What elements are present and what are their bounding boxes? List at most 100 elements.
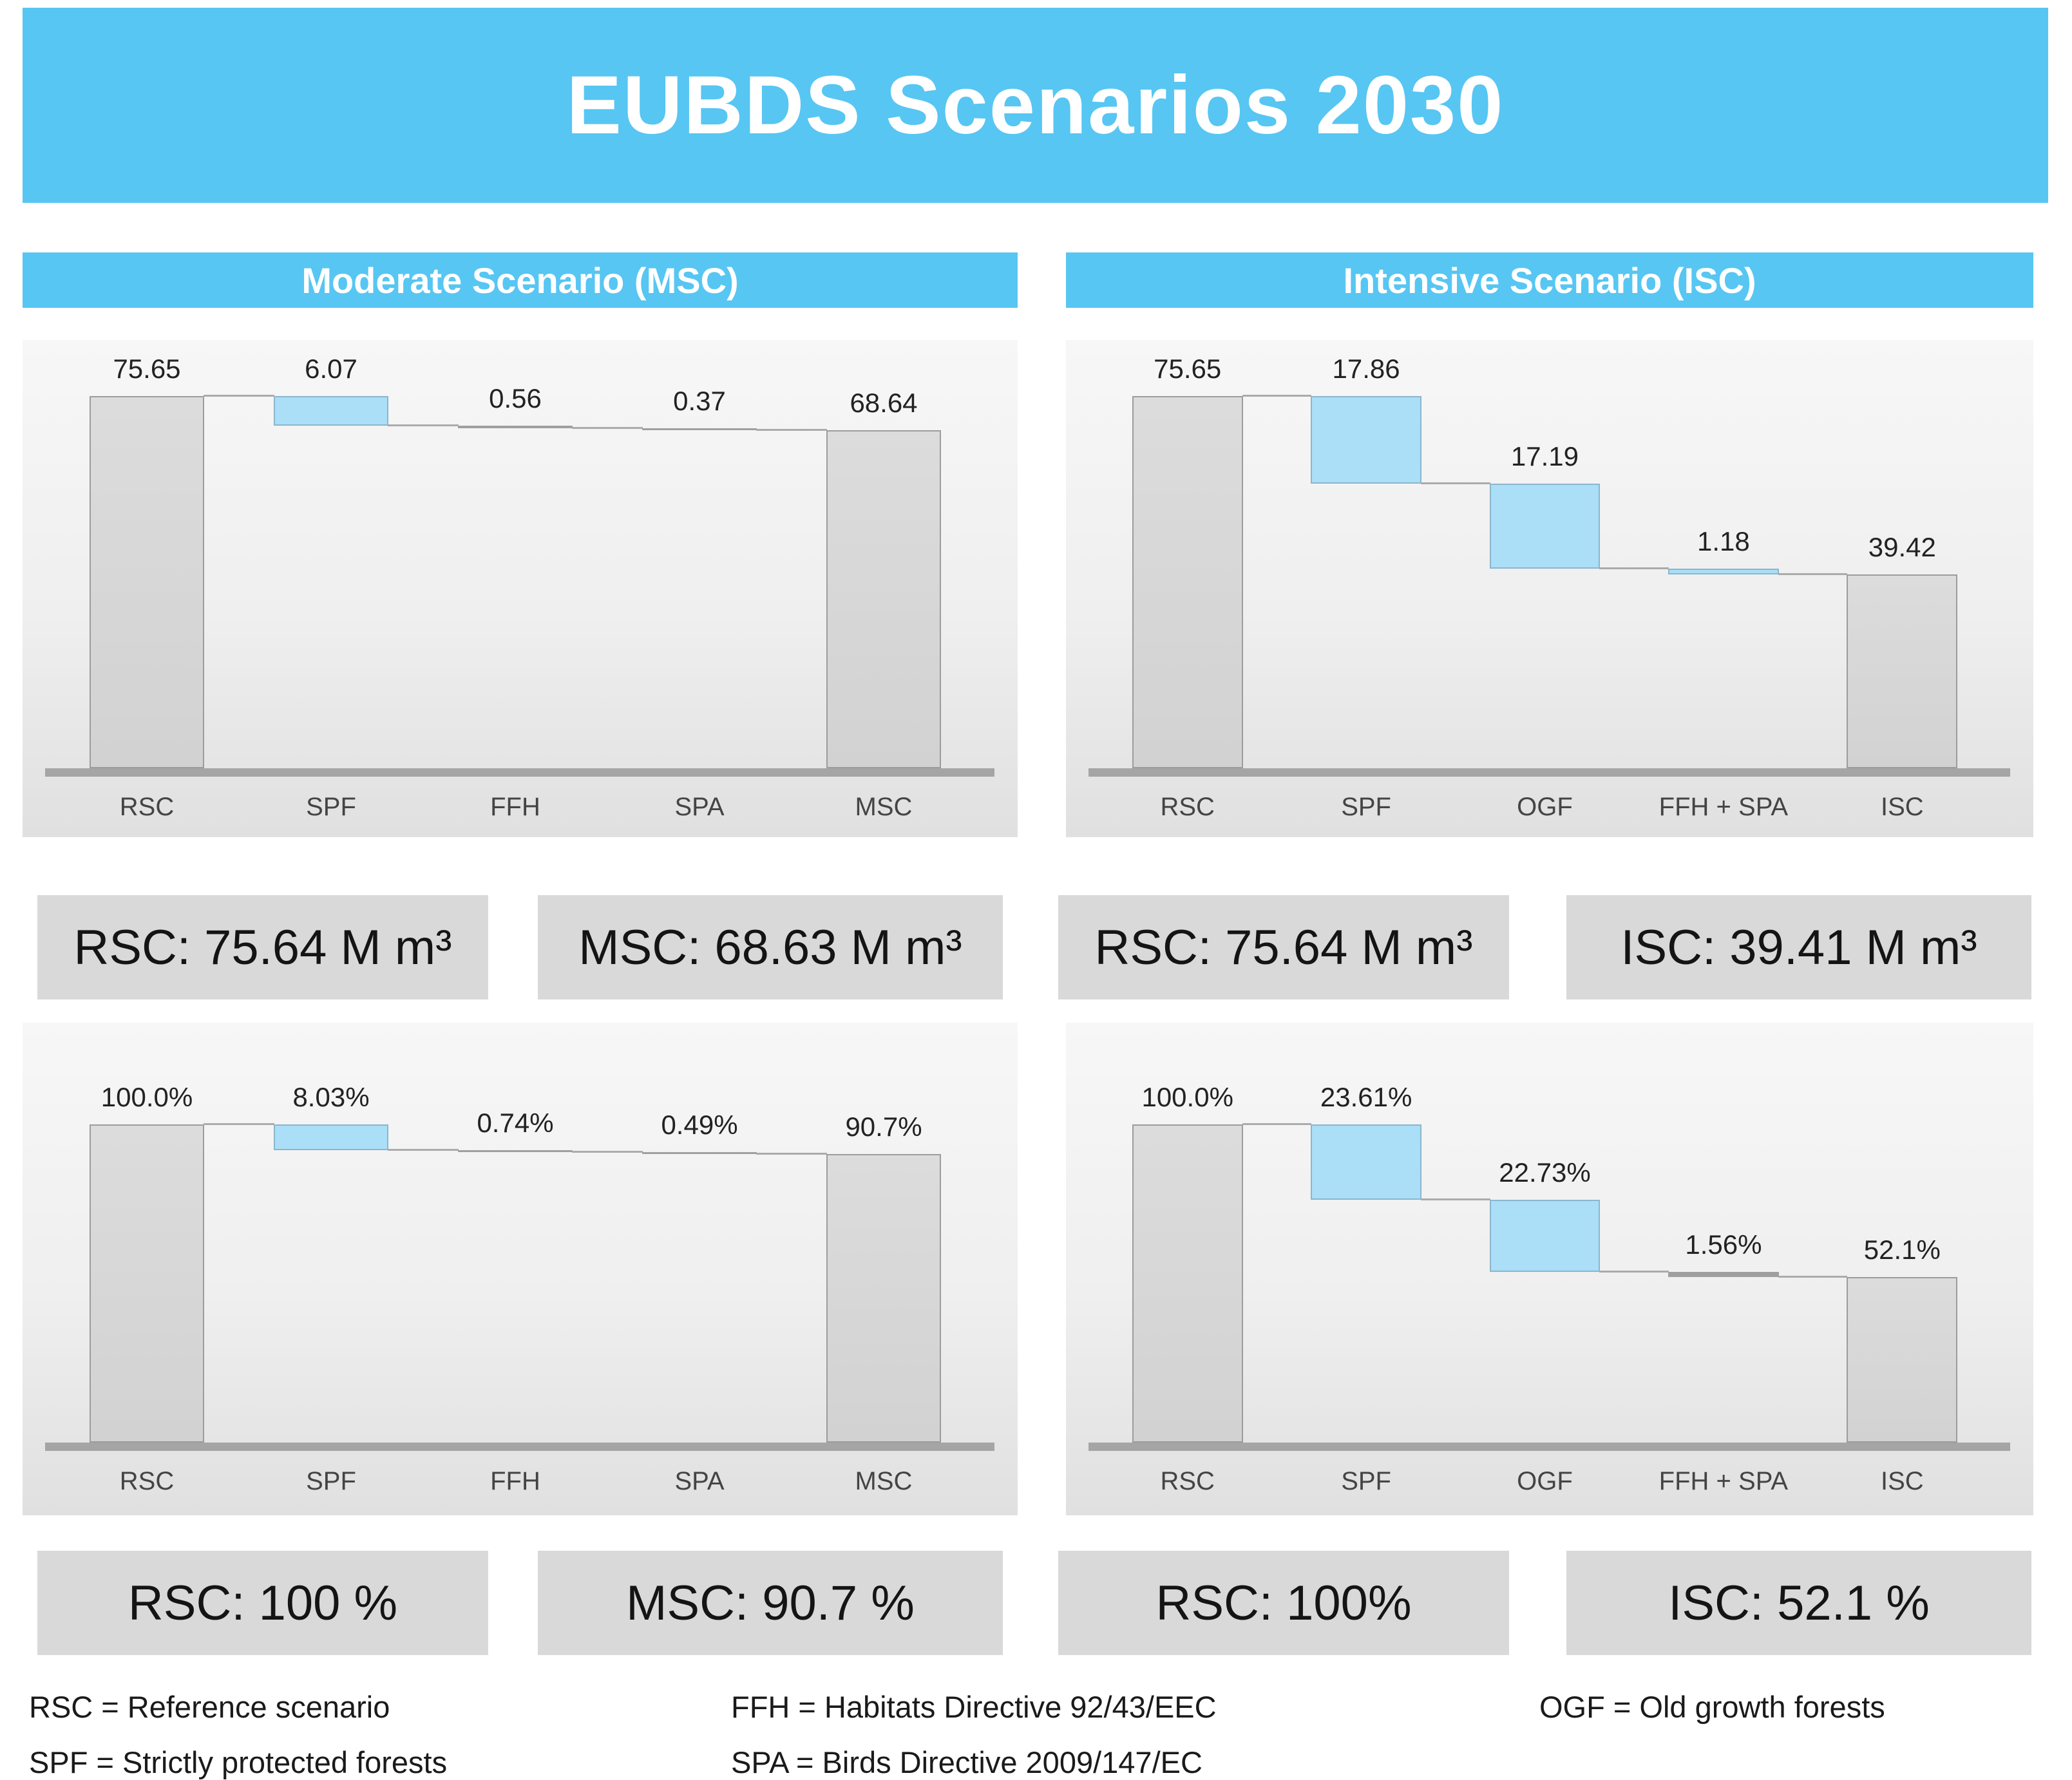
waterfall-chart-msc-percent: 100.0% RSC 8.03% SPF 0.74% FFH 0.49% SPA 90.7% MS…	[23, 1023, 1018, 1515]
value-label-MSC: 68.64	[850, 388, 918, 419]
value-label-FFH: 0.56	[489, 383, 542, 414]
category-label-SPF: SPF	[306, 793, 356, 821]
bar-FFH+SPA	[1668, 568, 1779, 574]
bar-MSC	[826, 1153, 941, 1443]
value-label-SPF: 17.86	[1332, 353, 1400, 384]
connector-line	[571, 427, 643, 430]
category-label-FFH: FFH	[490, 1467, 540, 1495]
category-label-RSC: RSC	[1160, 793, 1215, 821]
connector-line	[1599, 567, 1669, 569]
value-label-OGF: 22.73%	[1499, 1157, 1591, 1188]
connector-line	[387, 1148, 459, 1151]
value-label-SPF: 23.61%	[1320, 1082, 1412, 1113]
legend-column-1: RSC = Reference scenario SPF = Strictly …	[29, 1680, 447, 1780]
category-label-RSC: RSC	[119, 1467, 175, 1495]
bar-SPA	[642, 428, 757, 431]
connector-line	[1421, 1198, 1490, 1200]
x-axis-baseline	[1088, 768, 2011, 777]
legend-spf: SPF = Strictly protected forests	[29, 1745, 448, 1779]
bar-RSC	[1132, 395, 1243, 768]
bar-MSC	[826, 430, 941, 768]
x-axis-baseline	[1088, 1443, 2011, 1451]
connector-line	[1242, 1123, 1312, 1126]
x-axis-baseline	[45, 768, 995, 777]
category-label-MSC: MSC	[855, 793, 913, 821]
value-label-FFH+SPA: 1.18	[1697, 525, 1750, 556]
bar-SPF	[274, 1124, 388, 1150]
connector-line	[756, 429, 828, 431]
value-label-RSC: 100.0%	[1141, 1082, 1233, 1113]
value-label-ISC: 52.1%	[1863, 1234, 1941, 1265]
value-label-RSC: 75.65	[113, 353, 181, 384]
category-label-SPF: SPF	[306, 1467, 356, 1495]
category-label-ISC: ISC	[1880, 793, 1924, 821]
connector-line	[571, 1151, 643, 1153]
connector-line	[203, 1123, 275, 1126]
category-label-SPF: SPF	[1341, 793, 1391, 821]
legend-spa: SPA = Birds Directive 2009/147/EC	[731, 1745, 1202, 1779]
bar-SPF	[1311, 395, 1422, 484]
legend-ffh: FFH = Habitats Directive 92/43/EEC	[731, 1690, 1217, 1724]
category-label-RSC: RSC	[119, 793, 175, 821]
category-label-FFH+SPA: FFH + SPA	[1659, 1467, 1789, 1495]
bar-RSC	[1132, 1124, 1243, 1443]
page-title: EUBDS Scenarios 2030	[566, 59, 1505, 151]
waterfall-chart-isc-percent: 100.0% RSC 23.61% SPF 22.73% OGF 1.56% FFH + SP…	[1066, 1023, 2033, 1515]
bar-SPF	[1311, 1124, 1422, 1200]
value-label-FFH+SPA: 1.56%	[1685, 1229, 1762, 1260]
connector-line	[1778, 1275, 1848, 1278]
connector-line	[1778, 573, 1848, 575]
summary-box-rsc-percent-msc: RSC: 100 %	[37, 1551, 488, 1655]
value-label-RSC: 100.0%	[100, 1082, 193, 1113]
summary-box-rsc-percent-isc: RSC: 100%	[1058, 1551, 1509, 1655]
bar-RSC	[90, 395, 204, 768]
bar-SPF	[274, 395, 388, 426]
category-label-SPA: SPA	[674, 793, 725, 821]
legend-column-3: OGF = Old growth forests	[1539, 1680, 1885, 1735]
summary-box-isc-percent: ISC: 52.1 %	[1566, 1551, 2031, 1655]
title-banner: EUBDS Scenarios 2030	[23, 8, 2048, 203]
summary-box-msc-percent: MSC: 90.7 %	[538, 1551, 1003, 1655]
value-label-SPA: 0.37	[673, 386, 726, 417]
legend-ogf: OGF = Old growth forests	[1539, 1690, 1885, 1724]
category-label-OGF: OGF	[1517, 793, 1573, 821]
category-label-SPF: SPF	[1341, 1467, 1391, 1495]
connector-line	[203, 394, 275, 397]
value-label-SPF: 6.07	[305, 353, 357, 384]
value-label-MSC: 90.7%	[845, 1111, 922, 1142]
category-label-ISC: ISC	[1880, 1467, 1924, 1495]
waterfall-chart-isc-volume: 75.65 RSC 17.86 SPF 17.19 OGF 1.18 FFH + SPA 39.…	[1066, 340, 2033, 837]
category-label-FFH: FFH	[490, 793, 540, 821]
summary-box-rsc-volume-msc: RSC: 75.64 M m³	[37, 895, 488, 999]
value-label-ISC: 39.42	[1868, 531, 1936, 562]
value-label-RSC: 75.65	[1154, 353, 1222, 384]
category-label-RSC: RSC	[1160, 1467, 1215, 1495]
value-label-FFH: 0.74%	[477, 1107, 554, 1138]
bar-OGF	[1489, 1199, 1601, 1272]
summary-box-rsc-volume-isc: RSC: 75.64 M m³	[1058, 895, 1509, 999]
intensive-scenario-header: Intensive Scenario (ISC)	[1066, 252, 2033, 308]
waterfall-chart-msc-volume: 75.65 RSC 6.07 SPF 0.56 FFH 0.37 SPA 68.64 MSC	[23, 340, 1018, 837]
connector-line	[387, 424, 459, 427]
bar-OGF	[1489, 484, 1601, 569]
bar-FFH	[458, 426, 573, 429]
moderate-scenario-header: Moderate Scenario (MSC)	[23, 252, 1018, 308]
bar-FFH+SPA	[1668, 1271, 1779, 1277]
intensive-scenario-header-label: Intensive Scenario (ISC)	[1343, 260, 1756, 301]
summary-box-msc-volume: MSC: 68.63 M m³	[538, 895, 1003, 999]
bar-RSC	[90, 1124, 204, 1443]
connector-line	[1242, 394, 1312, 397]
bar-FFH	[458, 1150, 573, 1153]
bar-ISC	[1847, 1276, 1958, 1443]
bar-ISC	[1847, 574, 1958, 768]
bar-SPA	[642, 1152, 757, 1155]
value-label-SPF: 8.03%	[292, 1082, 370, 1113]
connector-line	[1421, 482, 1490, 485]
category-label-MSC: MSC	[855, 1467, 913, 1495]
connector-line	[1599, 1270, 1669, 1273]
legend-column-2: FFH = Habitats Directive 92/43/EEC SPA =…	[731, 1680, 1217, 1780]
category-label-SPA: SPA	[674, 1467, 725, 1495]
value-label-OGF: 17.19	[1510, 441, 1579, 472]
moderate-scenario-header-label: Moderate Scenario (MSC)	[301, 260, 739, 301]
